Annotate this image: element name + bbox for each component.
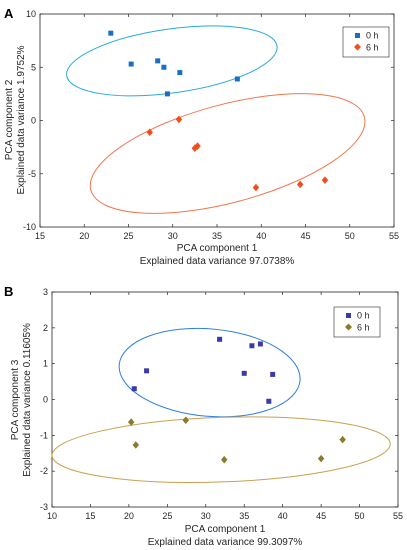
panel-b-ellipses bbox=[51, 327, 391, 483]
panel-b-ylabel-variance: Explained data variance 0.11605% bbox=[22, 323, 33, 477]
panel-b-xtick-label: 25 bbox=[162, 511, 172, 521]
panel-a-legend-label-6h: 6 h bbox=[366, 43, 379, 53]
panel-a-xlabel-variance: Explained data variance 97.0738% bbox=[140, 256, 295, 267]
panel-b-point-0-2 bbox=[217, 336, 223, 342]
panel-a-point-1-0 bbox=[146, 128, 153, 137]
panel-a-ytick-label: -5 bbox=[28, 169, 36, 179]
panel-b-ytick-label: 0 bbox=[43, 395, 48, 405]
panel-b-legend-square-marker bbox=[346, 313, 351, 318]
panel-b-point-1-4 bbox=[317, 454, 325, 463]
panel-b-ytick-label: -3 bbox=[40, 502, 48, 512]
panel-a-ylabel: PCA component 2 bbox=[4, 79, 15, 160]
panel-b-ytick-label: -2 bbox=[40, 466, 48, 476]
panel-b-xtick-label: 15 bbox=[85, 511, 95, 521]
panel-a-plot-area bbox=[39, 13, 395, 228]
panel-a-point-0-1 bbox=[128, 61, 134, 67]
panel-b-ytick-label: 2 bbox=[43, 323, 48, 333]
panel-b-point-0-1 bbox=[144, 368, 150, 374]
panel-b-xtick-label: 30 bbox=[201, 511, 211, 521]
panel-b-legend-diamond-marker bbox=[345, 323, 352, 331]
panel-b-xtick-label: 50 bbox=[355, 511, 365, 521]
panel-a-points bbox=[108, 30, 329, 192]
panel-a-ytick-label: 10 bbox=[26, 9, 36, 19]
panel-b-ytick-label: 3 bbox=[43, 287, 48, 297]
panel-b-letter: B bbox=[4, 284, 13, 299]
panel-a-ellipses bbox=[66, 25, 366, 214]
panel-a-xtick-label: 35 bbox=[212, 231, 222, 241]
panel-b-point-0-0 bbox=[131, 386, 137, 392]
panel-a-xtick-label: 20 bbox=[79, 231, 89, 241]
panel-a-legend-square-marker bbox=[355, 33, 360, 38]
panel-a-ylabel-variance: Explained data variance 1.9752% bbox=[16, 45, 27, 194]
panel-a-point-0-5 bbox=[164, 91, 170, 97]
panel-a-xtick-label: 15 bbox=[35, 231, 45, 241]
panel-b-ytick-label: 1 bbox=[43, 359, 48, 369]
panel-b-ytick-label: -1 bbox=[40, 430, 48, 440]
panel-a-xlabel: PCA component 1 bbox=[177, 243, 258, 254]
panel-a-ytick-label: -10 bbox=[23, 222, 36, 232]
panel-b-xtick-label: 20 bbox=[124, 511, 134, 521]
panel-b-xlabel-variance: Explained data variance 99.3097% bbox=[148, 537, 303, 548]
panel-a-point-1-1 bbox=[175, 115, 183, 124]
panel-b-point-0-6 bbox=[266, 398, 272, 404]
panel-a-xtick-label: 50 bbox=[345, 231, 355, 241]
panel-b-legend-label-6h: 6 h bbox=[357, 323, 370, 333]
panel-b-point-1-2 bbox=[182, 416, 190, 425]
panel-a-ellipse-1 bbox=[89, 93, 366, 214]
panel-b-point-1-5 bbox=[339, 435, 346, 444]
panel-b-legend-box bbox=[333, 306, 381, 338]
panel-a-legend: 0 h 6 h bbox=[342, 26, 390, 58]
panel-a-point-0-2 bbox=[155, 58, 161, 64]
panel-b-point-1-3 bbox=[221, 455, 228, 464]
panel-a: A 15 20 25 30 35 40 45 50 55 -10 -5 0 5 10 PCA compon… bbox=[4, 6, 399, 267]
panel-a-point-0-3 bbox=[161, 64, 167, 70]
panel-a-xtick-label: 40 bbox=[256, 231, 266, 241]
panel-b-xtick-label: 10 bbox=[47, 511, 57, 521]
panel-b-xtick-label: 55 bbox=[393, 511, 403, 521]
panel-a-point-0-4 bbox=[177, 70, 183, 76]
panel-b-point-0-3 bbox=[241, 370, 247, 376]
panel-a-legend-box bbox=[342, 26, 390, 58]
panel-a-point-1-6 bbox=[321, 176, 329, 184]
panel-a-point-0-0 bbox=[108, 30, 114, 36]
panel-a-point-1-4 bbox=[252, 183, 260, 192]
panel-b-point-0-7 bbox=[270, 371, 276, 377]
panel-b-point-1-1 bbox=[132, 441, 140, 449]
panel-a-xtick-label: 45 bbox=[300, 231, 310, 241]
panel-a-ellipse-0 bbox=[66, 25, 278, 97]
panel-b-legend-label-0h: 0 h bbox=[357, 311, 370, 321]
panel-a-xtick-label: 55 bbox=[389, 231, 399, 241]
panel-b-point-0-4 bbox=[249, 343, 255, 349]
panel-a-legend-label-0h: 0 h bbox=[366, 31, 379, 41]
panel-a-ytick-label: 5 bbox=[31, 62, 36, 72]
panel-b-ellipse-1 bbox=[51, 416, 391, 483]
panel-b-xtick-label: 40 bbox=[278, 511, 288, 521]
panel-a-point-1-5 bbox=[296, 180, 304, 189]
panel-b-legend: 0 h 6 h bbox=[333, 306, 381, 338]
panel-a-ytick-label: 0 bbox=[31, 116, 36, 126]
panel-a-legend-diamond-marker bbox=[354, 43, 361, 51]
panel-b-ellipse-0 bbox=[118, 327, 301, 418]
panel-a-xtick-label: 25 bbox=[123, 231, 133, 241]
panel-a-point-0-6 bbox=[234, 76, 240, 82]
panel-b-xtick-label: 45 bbox=[316, 511, 326, 521]
panel-b-ylabel: PCA component 3 bbox=[10, 359, 21, 440]
panel-a-letter: A bbox=[4, 6, 14, 21]
panel-a-point-1-3 bbox=[194, 142, 201, 150]
panel-b-point-1-0 bbox=[127, 418, 135, 426]
panel-b-point-0-5 bbox=[257, 341, 263, 347]
panel-b-xlabel: PCA component 1 bbox=[185, 524, 266, 535]
panel-b-points bbox=[127, 336, 346, 464]
panel-b-xtick-label: 35 bbox=[239, 511, 249, 521]
panel-b-ticks: 10 15 20 25 30 35 40 45 50 55 -3 -2 -1 0 1 2 3 bbox=[40, 287, 403, 521]
panel-a-xtick-label: 30 bbox=[168, 231, 178, 241]
panel-a-ticks: 15 20 25 30 35 40 45 50 55 -10 -5 0 5 10 bbox=[23, 9, 399, 241]
panel-b: B 10 15 20 25 30 35 40 45 50 55 -3 -2 -1 0 1 2 3 PCA com… bbox=[4, 284, 403, 548]
